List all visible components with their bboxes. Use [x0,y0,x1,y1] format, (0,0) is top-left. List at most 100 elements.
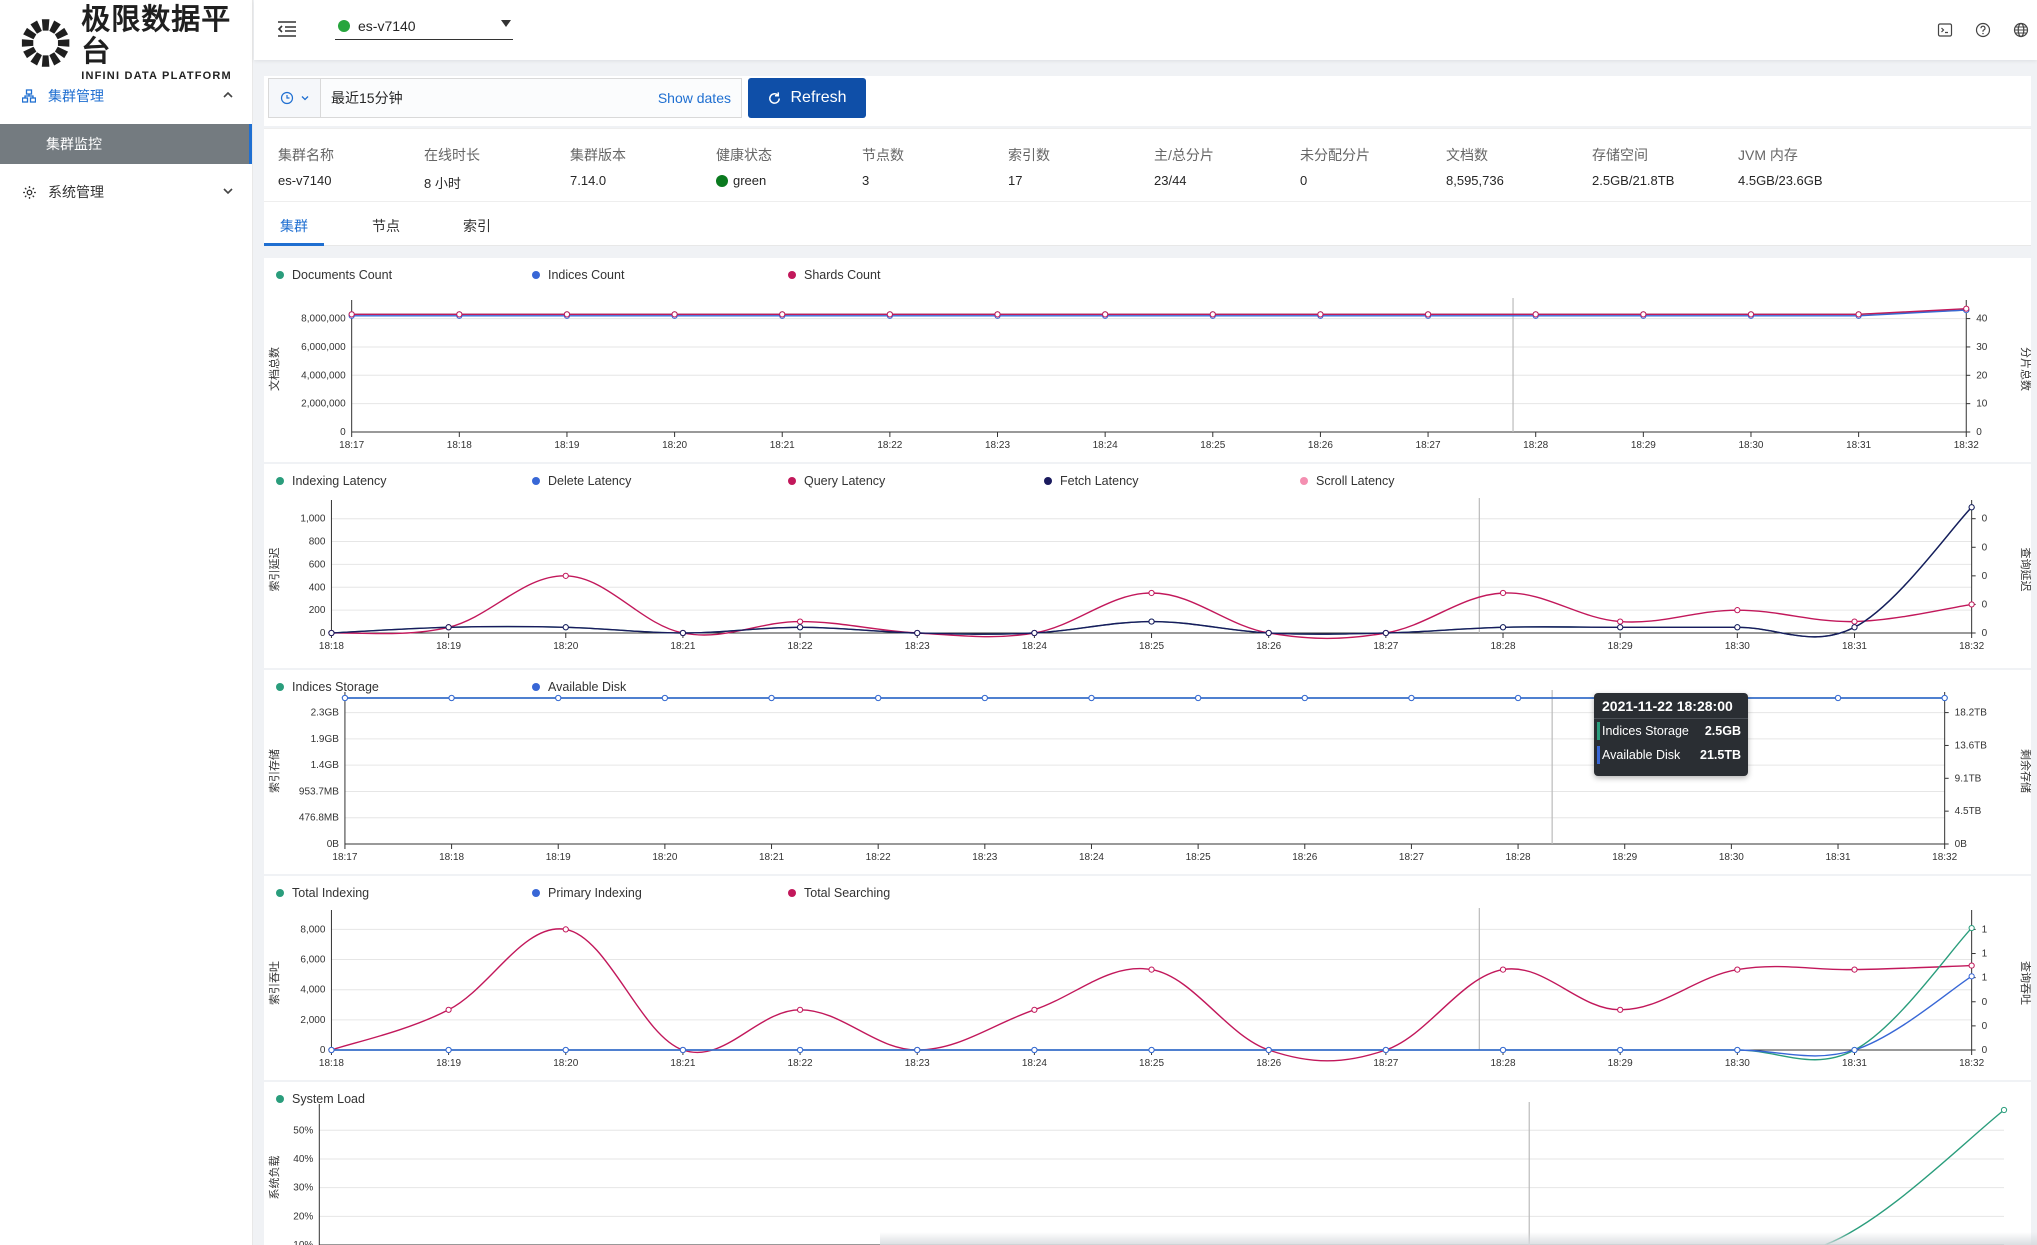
tooltip-title: 2021-11-22 18:28:00 [1594,693,1748,719]
y-tick-label: 30% [293,1183,313,1194]
globe-icon[interactable] [2013,22,2029,38]
y-tick-label: 0B [327,839,340,850]
cluster-selector[interactable]: es-v7140 [335,12,513,40]
legend-available-disk[interactable]: Available Disk [532,680,626,694]
y-tick-label: 50% [293,1125,313,1136]
stat-cluster-name: 集群名称 es-v7140 [278,145,334,188]
active-tab-indicator [264,243,324,246]
data-point [1968,973,1975,980]
date-range-picker: 最近15分钟 Show dates [268,78,742,118]
stat-value: green [733,173,767,188]
legend-total-indexing[interactable]: Total Indexing [276,886,369,900]
legend-total-searching[interactable]: Total Searching [788,886,890,900]
y-tick-label: 476.8MB [299,813,339,824]
y2-tick-label: 0 [1982,997,1988,1008]
refresh-button[interactable]: Refresh [748,78,866,118]
menu-cluster-management[interactable]: 集群管理 [0,73,253,119]
x-tick-label: 18:31 [1846,440,1871,451]
series-line [331,575,1972,640]
x-tick-label: 18:24 [1022,641,1047,652]
y2-tick-label: 40 [1976,314,1988,325]
x-tick-label: 18:19 [554,440,579,451]
console-icon[interactable] [1937,22,1953,38]
y-tick-label: 953.7MB [299,786,339,797]
data-point [1148,966,1155,973]
tab-indices[interactable]: 索引 [463,218,491,234]
data-point [562,572,569,579]
y2-tick-label: 4.5TB [1955,806,1982,817]
x-tick-label: 18:26 [1308,440,1333,451]
data-point [1617,624,1624,631]
x-tick-label: 18:31 [1842,1058,1867,1069]
y-tick-label: 2,000,000 [301,399,346,410]
legend-indexing-latency[interactable]: Indexing Latency [276,474,387,488]
gear-icon [20,183,38,201]
x-tick-label: 18:18 [319,1058,344,1069]
menu-item-cluster-monitor-label: 集群监控 [46,136,102,152]
tab-cluster[interactable]: 集群 [280,218,308,234]
legend-fetch-latency[interactable]: Fetch Latency [1044,474,1139,488]
legend-delete-latency[interactable]: Delete Latency [532,474,631,488]
y2-tick-label: 0 [1982,514,1988,525]
x-tick-label: 18:22 [788,641,813,652]
x-tick-label: 18:21 [759,852,784,863]
tab-nodes[interactable]: 节点 [372,218,400,234]
chevron-up-icon [223,91,233,98]
x-tick-label: 18:29 [1608,1058,1633,1069]
legend-primary-indexing[interactable]: Primary Indexing [532,886,642,900]
data-point [1148,1046,1155,1054]
legend-indices-storage[interactable]: Indices Storage [276,680,379,694]
chart-canvas[interactable]: 0B 476.8MB 953.7MB 1.4GB 1.9GB 2.3GB 0B 4.5TB 9.… [264,670,2031,874]
legend-scroll-latency[interactable]: Scroll Latency [1300,474,1395,488]
x-tick-label: 18:27 [1373,1058,1398,1069]
chart-canvas[interactable]: 0 2,000 4,000 6,000 8,000 0 0 0 1 1 1 索引吞吐 查询吞吐 18:18… [264,876,2031,1080]
chart-latency: Indexing Latency Delete Latency Query La… [264,464,2031,668]
x-tick-label: 18:31 [1842,641,1867,652]
menu-system-label: 系统管理 [48,184,104,200]
y2-tick-label: 0 [1982,628,1988,639]
stat-value: 4.5GB/23.6GB [1738,173,1823,188]
y-axis-title: 索引吞吐 [267,961,281,1005]
x-tick-label: 18:21 [670,641,695,652]
x-tick-label: 18:28 [1491,1058,1516,1069]
help-icon[interactable] [1975,22,1991,38]
cluster-icon [20,87,38,105]
chart-canvas[interactable]: 0 200 400 600 800 1,000 0 0 0 0 0 索引延迟 查询延迟 18:18 18:1… [264,464,2031,668]
data-point [448,694,455,702]
chart-canvas[interactable]: 10% 20% 30% 40% 50% 系统负载 [264,1082,2031,1245]
menu-fold-icon[interactable] [277,20,297,38]
legend-system-load[interactable]: System Load [276,1092,365,1106]
quick-select-button[interactable] [269,79,321,117]
time-range-value[interactable]: 最近15分钟 [331,90,403,106]
logo[interactable]: 极限数据平台 INFINI DATA PLATFORM [20,4,252,82]
x-tick-label: 18:29 [1631,440,1656,451]
y2-tick-label: 1 [1982,924,1988,935]
y-tick-label: 1.9GB [311,734,340,745]
menu-system-management[interactable]: 系统管理 [0,169,253,215]
x-tick-label: 18:27 [1373,641,1398,652]
legend-shards-count[interactable]: Shards Count [788,268,880,282]
show-dates-link[interactable]: Show dates [657,90,731,106]
data-point [563,311,571,318]
y2-tick-label: 1 [1982,973,1988,984]
stat-label: 存储空间 [1592,147,1648,163]
y2-tick-label: 30 [1976,342,1988,353]
y2-axis-title: 分片总数 [2019,347,2031,391]
caret-down-icon [501,20,511,27]
cluster-selector-value: es-v7140 [358,17,416,34]
legend-indices-count[interactable]: Indices Count [532,268,624,282]
y-tick-label: 2,000 [300,1015,325,1026]
chart-canvas[interactable]: 0 2,000,000 4,000,000 6,000,000 8,000,000 0 10… [264,258,2031,462]
y2-tick-label: 0 [1982,542,1988,553]
series-line [331,928,1972,1062]
menu-item-cluster-monitor[interactable]: 集群监控 [0,124,252,164]
x-tick-label: 18:23 [905,641,930,652]
data-point [1088,694,1095,702]
data-point [1148,589,1155,597]
data-point [562,624,569,631]
x-tick-label: 18:18 [439,852,464,863]
legend-query-latency[interactable]: Query Latency [788,474,885,488]
x-tick-label: 18:23 [972,852,997,863]
x-tick-label: 18:32 [1954,440,1979,451]
legend-documents-count[interactable]: Documents Count [276,268,392,282]
